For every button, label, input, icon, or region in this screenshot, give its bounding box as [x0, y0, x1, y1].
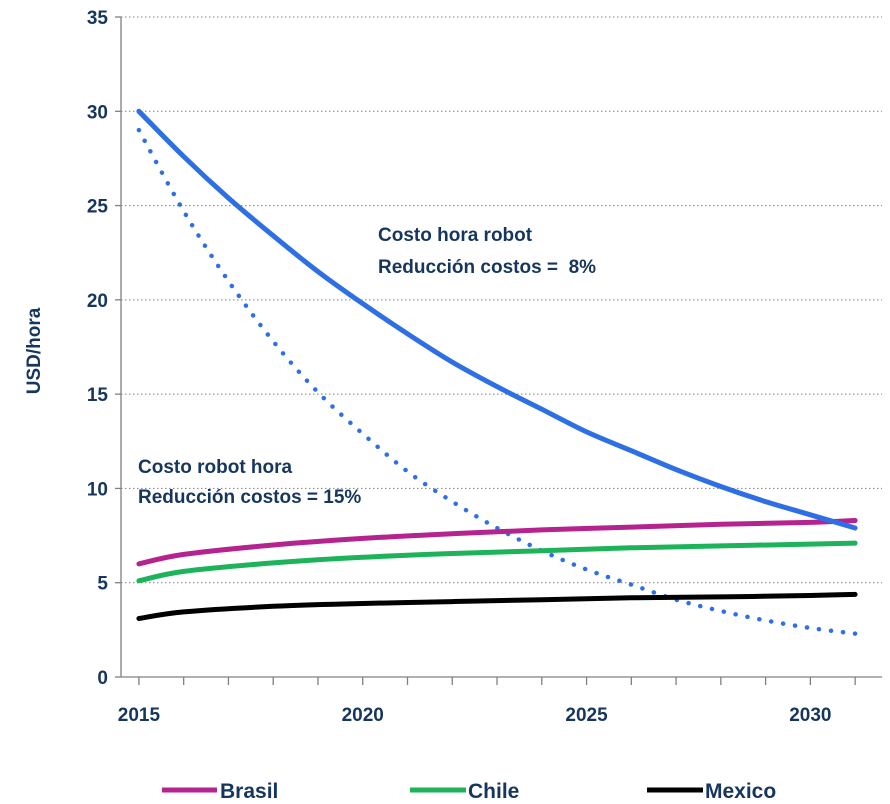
series-line-mexico [136, 591, 858, 621]
legend-label-brasil: Brasil [220, 780, 278, 803]
y-axis-label: USD/hora [24, 307, 45, 394]
series-line-robot-cost-15 [136, 127, 858, 636]
y-tick-label-25: 25 [87, 197, 109, 218]
x-tick-labels: 2015 2020 2025 2030 [118, 705, 832, 726]
annotation-robot-8-line1: Costo hora robot [378, 225, 533, 246]
annotation-robot-15: Costo robot hora Reducción costos = 15% [138, 457, 361, 508]
gridlines [121, 16, 882, 584]
x-tick-label-2030: 2030 [789, 705, 831, 726]
y-tick-label-5: 5 [97, 574, 108, 595]
annotation-robot-15-line2: Reducción costos = 15% [138, 487, 361, 508]
annotation-robot-8-line2: Reducción costos = 8% [378, 257, 596, 278]
series-line-robot-cost-8 [136, 108, 858, 531]
axes [115, 16, 882, 685]
series-line-brasil [136, 518, 858, 567]
series-line-chile [136, 540, 858, 584]
x-tick-label-2020: 2020 [342, 705, 384, 726]
annotation-robot-15-line1: Costo robot hora [138, 457, 293, 478]
y-tick-label-10: 10 [87, 479, 108, 500]
y-tick-label-0: 0 [97, 668, 108, 689]
legend-label-chile: Chile [468, 780, 519, 803]
x-tick-label-2025: 2025 [565, 705, 608, 726]
y-tick-label-20: 20 [87, 291, 108, 312]
y-tick-label-30: 30 [87, 102, 108, 123]
y-tick-label-15: 15 [87, 385, 109, 406]
series-lines [136, 108, 858, 636]
annotation-robot-8: Costo hora robot Reducción costos = 8% [378, 225, 596, 278]
legend: Brasil Chile Mexico [162, 780, 776, 803]
y-tick-labels: 0 5 10 15 20 25 30 35 [87, 8, 109, 689]
x-tick-label-2015: 2015 [118, 705, 161, 726]
legend-label-mexico: Mexico [705, 780, 776, 803]
y-tick-label-35: 35 [87, 8, 109, 29]
